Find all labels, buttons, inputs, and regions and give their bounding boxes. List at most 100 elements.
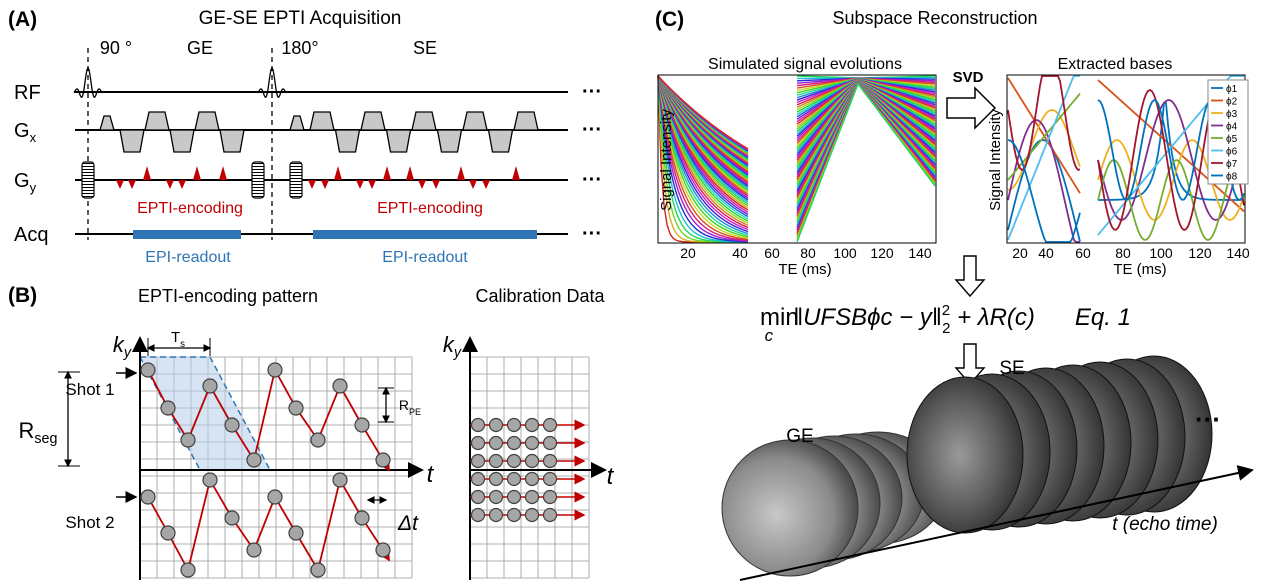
signal-curve — [657, 75, 749, 150]
sample-point — [354, 417, 370, 433]
sample-point — [524, 507, 540, 523]
ky-label-main: k — [443, 332, 455, 357]
signal-curve — [657, 75, 749, 229]
signal-curve — [657, 75, 749, 241]
echo-label: SE — [999, 358, 1024, 379]
row-label: RF — [14, 82, 41, 104]
sample-point — [332, 472, 348, 488]
encoding-blip — [193, 166, 201, 180]
readout-label: EPI-readout — [145, 249, 231, 266]
legend-label: ϕ2 — [1226, 97, 1238, 108]
ky-label-main: k — [113, 332, 125, 357]
rpe-label-sub: PE — [409, 407, 421, 417]
encoding-blip — [334, 166, 342, 180]
encoding-blip — [321, 180, 329, 189]
signal-curve — [657, 75, 749, 242]
sample-point — [332, 378, 348, 394]
shot-label: Shot 2 — [65, 513, 114, 532]
equation-sub: 2 — [942, 320, 950, 337]
sample-point — [140, 362, 156, 378]
row-label: Acq — [14, 224, 48, 246]
shot-label: Shot 1 — [65, 380, 114, 399]
plot-gap — [751, 74, 796, 244]
signal-curve — [657, 75, 749, 231]
sample-point — [524, 489, 540, 505]
gradient-lobe — [219, 129, 245, 153]
legend-label: ϕ8 — [1226, 172, 1238, 183]
equation: min c ‖UFSBϕc − y‖2 2 + λR(c) Eq. 1 — [760, 302, 1131, 345]
encoding-blip — [482, 180, 490, 189]
gradient-lobe — [194, 111, 220, 131]
sample-point — [375, 542, 391, 558]
gradient-lobe — [360, 111, 386, 131]
x-tick-label: 100 — [1149, 245, 1173, 261]
sample-point — [288, 400, 304, 416]
signal-curve — [657, 75, 749, 243]
legend-label: ϕ7 — [1226, 159, 1238, 170]
encoding-label: EPTI-encoding — [137, 200, 243, 217]
encoding-blip — [178, 180, 186, 189]
y-label: Signal Intensity — [658, 109, 675, 211]
sample-point — [542, 417, 558, 433]
sample-point — [180, 562, 196, 578]
signal-curve — [657, 75, 749, 236]
sample-point — [488, 507, 504, 523]
row-label-sub: y — [30, 180, 37, 195]
pulse-label: 180° — [281, 38, 318, 58]
equation-op: min — [760, 304, 799, 331]
signal-curve — [657, 75, 749, 233]
sample-point — [267, 362, 283, 378]
echo-label: SE — [413, 38, 437, 58]
echo-label: GE — [187, 38, 213, 58]
signal-curve — [657, 75, 749, 242]
sample-point — [470, 507, 486, 523]
basis-curve — [1007, 119, 1080, 243]
x-tick-label: 40 — [1038, 245, 1054, 261]
panel-title: Calibration Data — [475, 286, 605, 306]
t-label: t — [427, 461, 435, 488]
ky-label-sub: y — [123, 345, 132, 361]
panel-label: (C) — [655, 8, 684, 31]
dt-label: Δt — [397, 512, 419, 535]
x-tick-label: 140 — [908, 245, 932, 261]
gradient-lobe — [487, 129, 514, 153]
signal-curve — [796, 82, 936, 243]
sample-point — [506, 471, 522, 487]
x-tick-label: 60 — [764, 245, 780, 261]
ts-label-sub: s — [180, 339, 185, 350]
t-label: t — [607, 463, 615, 490]
x-label: TE (ms) — [778, 261, 831, 278]
readout-label: EPI-readout — [382, 249, 468, 266]
signal-curve — [657, 75, 749, 222]
sample-point — [310, 432, 326, 448]
equation-rest: + λR(c) — [950, 304, 1034, 331]
sample-point — [542, 507, 558, 523]
equation-tag: Eq. 1 — [1075, 304, 1131, 331]
ky-label-sub: y — [453, 345, 462, 361]
gradient-lobe — [169, 129, 195, 153]
ge-slice — [721, 439, 859, 577]
rf-pulse — [73, 67, 103, 98]
encoding-blip — [512, 166, 520, 180]
sample-point — [310, 562, 326, 578]
x-tick-label: 100 — [833, 245, 857, 261]
gradient-lobe — [411, 111, 437, 131]
ts-label-main: T — [171, 329, 180, 346]
encoding-blip — [457, 166, 465, 180]
encoding-blip — [116, 180, 124, 189]
gradient-lobe — [289, 115, 305, 131]
encoding-blip — [356, 180, 364, 189]
x-tick-label: 80 — [1115, 245, 1131, 261]
ky-label: ky — [113, 332, 132, 361]
row-label: Gx — [14, 120, 37, 145]
gradient-lobe — [513, 111, 539, 131]
legend-label: ϕ1 — [1226, 84, 1238, 95]
x-tick-label: 20 — [680, 245, 696, 261]
encoding-blip — [143, 166, 151, 180]
sample-point — [140, 489, 156, 505]
gradient-lobe — [144, 111, 170, 131]
sample-point — [542, 453, 558, 469]
readout-bar — [133, 230, 241, 239]
x-tick-label: 80 — [800, 245, 816, 261]
sample-point — [488, 489, 504, 505]
